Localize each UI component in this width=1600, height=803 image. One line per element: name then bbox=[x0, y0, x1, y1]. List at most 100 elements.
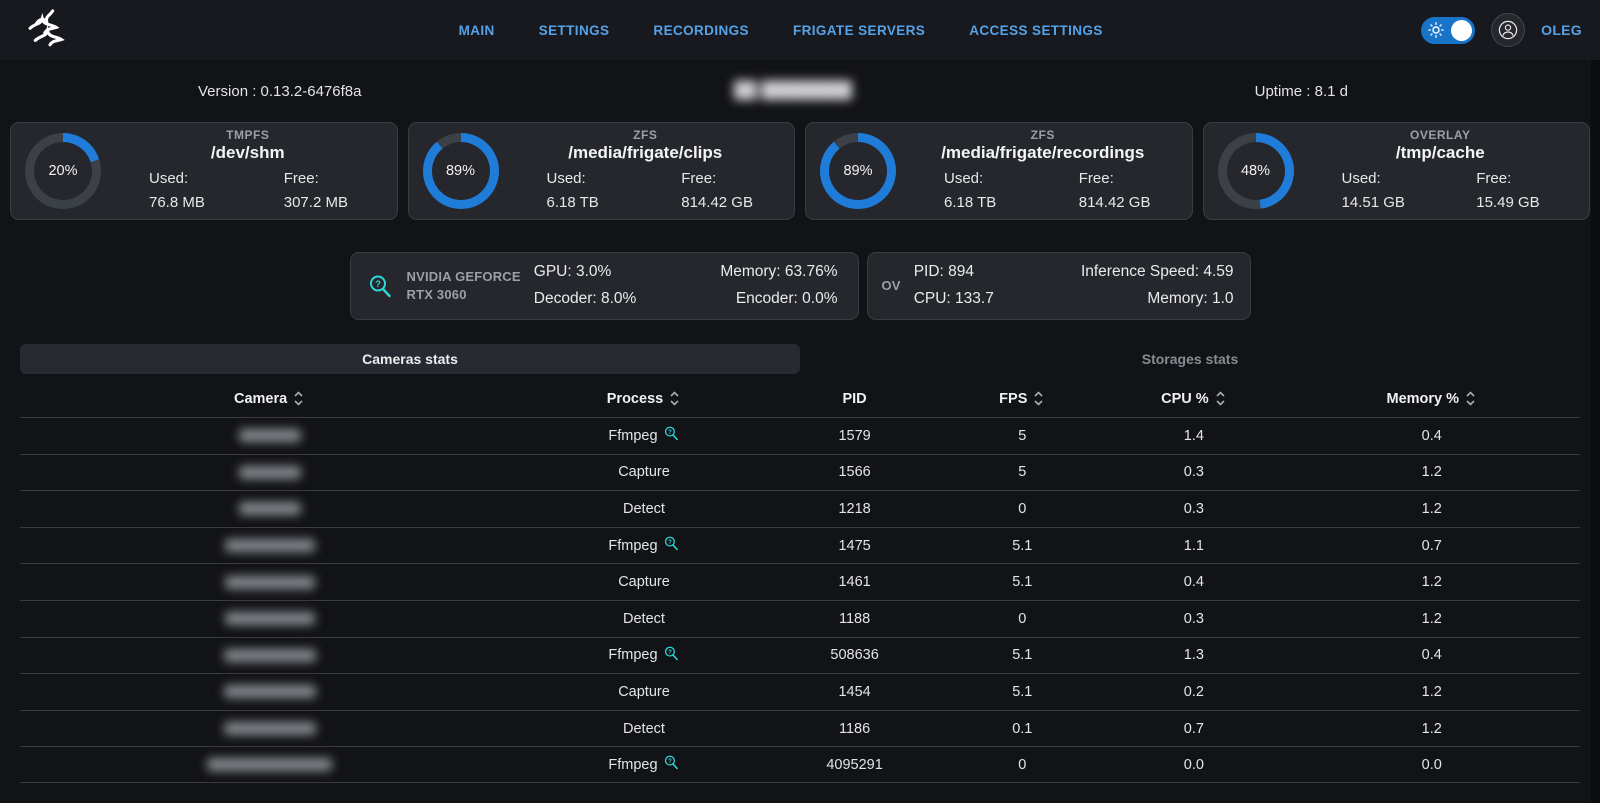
memory-cell: 1.2 bbox=[1421, 574, 1442, 591]
camera-name-redacted bbox=[238, 502, 301, 516]
camera-cell bbox=[20, 722, 519, 736]
storage-card-recordings: 89% ZFS /media/frigate/recordings Used: … bbox=[805, 122, 1193, 220]
table-row: Detect 1218 0 0.3 1.2 bbox=[20, 490, 1580, 527]
memory-cell: 1.2 bbox=[1421, 610, 1442, 627]
svg-text:?: ? bbox=[668, 759, 672, 765]
detector-stats-right: Inference Speed: 4.59 Memory: 1.0 bbox=[1080, 263, 1234, 307]
process-label: Detect bbox=[623, 610, 665, 627]
process-label: Detect bbox=[623, 720, 665, 737]
process-cell: Ffmpeg? bbox=[519, 645, 769, 666]
inspect-icon[interactable]: ? bbox=[367, 273, 394, 300]
pid-cell: 4095291 bbox=[826, 756, 883, 773]
tab-storages-stats[interactable]: Storages stats bbox=[1141, 351, 1239, 367]
process-cards-row: ? NVIDIA GEFORCE RTX 3060 GPU: 3.0% Deco… bbox=[0, 252, 1600, 320]
process-cell: Detect bbox=[519, 611, 769, 627]
user-avatar[interactable] bbox=[1491, 13, 1526, 47]
username-label[interactable]: OLEG bbox=[1541, 22, 1582, 38]
detector-name-label: OV bbox=[881, 277, 901, 293]
theme-toggle[interactable] bbox=[1421, 16, 1476, 44]
toggle-knob bbox=[1451, 19, 1473, 41]
inspect-icon[interactable]: ? bbox=[663, 645, 680, 662]
free-value: 15.49 GB bbox=[1476, 193, 1540, 211]
cpu-cell: 1.1 bbox=[1183, 537, 1204, 554]
free-value: 814.42 GB bbox=[1078, 193, 1151, 211]
nav-link-access-settings[interactable]: ACCESS SETTINGS bbox=[969, 22, 1103, 38]
process-label: Capture bbox=[618, 464, 670, 481]
fs-type-label: ZFS bbox=[633, 128, 658, 143]
fs-type-label: OVERLAY bbox=[1410, 128, 1471, 143]
table-row: Capture 1566 5 0.3 1.2 bbox=[20, 453, 1580, 491]
inspect-icon[interactable]: ? bbox=[663, 425, 680, 442]
cpu-cell: 0.3 bbox=[1183, 464, 1204, 481]
svg-text:?: ? bbox=[668, 650, 672, 656]
used-value: 6.18 TB bbox=[546, 193, 599, 211]
used-value: 76.8 MB bbox=[149, 193, 205, 211]
process-cell: Ffmpeg? bbox=[519, 754, 769, 775]
nav-links: MAIN SETTINGS RECORDINGS FRIGATE SERVERS… bbox=[459, 0, 1103, 60]
svg-text:?: ? bbox=[668, 430, 672, 436]
memory-cell: 1.2 bbox=[1421, 720, 1442, 737]
usage-percent-label: 89% bbox=[445, 163, 476, 179]
cpu-cell: 0.4 bbox=[1183, 574, 1204, 591]
column-header-pid: PID bbox=[842, 390, 867, 407]
gpu-stats-right: Memory: 63.76% Encoder: 0.0% bbox=[720, 263, 838, 307]
process-cell: Capture bbox=[519, 684, 769, 700]
storage-usage-donut: 20% bbox=[25, 133, 101, 209]
process-cell: Detect bbox=[519, 501, 769, 517]
fps-cell: 5.1 bbox=[1012, 537, 1033, 554]
inspect-icon[interactable]: ? bbox=[663, 535, 680, 552]
memory-cell: 0.7 bbox=[1421, 537, 1442, 554]
process-label: Ffmpeg bbox=[608, 756, 658, 773]
column-header-fps[interactable]: FPS bbox=[940, 391, 1104, 407]
table-row: Ffmpeg? 4095291 0 0.0 0.0 bbox=[20, 746, 1580, 783]
camera-name-redacted bbox=[238, 465, 301, 479]
memory-cell: 1.2 bbox=[1421, 683, 1442, 700]
mount-path-label: /dev/shm bbox=[210, 143, 285, 163]
nav-link-main[interactable]: MAIN bbox=[458, 22, 495, 38]
nav-link-frigate-servers[interactable]: FRIGATE SERVERS bbox=[792, 22, 926, 38]
pid-cell: 1454 bbox=[838, 683, 871, 700]
camera-cell bbox=[20, 539, 519, 553]
cpu-cell: 0.7 bbox=[1183, 720, 1204, 737]
gpu-stats-card: ? NVIDIA GEFORCE RTX 3060 GPU: 3.0% Deco… bbox=[349, 252, 859, 320]
storage-card-dev-shm: 20% TMPFS /dev/shm Used: Free: 76.8 MB 3… bbox=[10, 122, 398, 220]
storage-usage-donut: 89% bbox=[422, 133, 499, 209]
memory-cell: 1.2 bbox=[1421, 500, 1442, 517]
used-label: Used: bbox=[1341, 170, 1381, 188]
used-label: Used: bbox=[944, 170, 984, 188]
nav-link-settings[interactable]: SETTINGS bbox=[538, 22, 610, 38]
storage-card-tmp-cache: 48% OVERLAY /tmp/cache Used: Free: 14.51… bbox=[1202, 122, 1590, 220]
server-name-redacted: ██ ████████ bbox=[734, 82, 852, 99]
column-header-process[interactable]: Process bbox=[519, 391, 769, 407]
scrollbar[interactable] bbox=[1591, 60, 1600, 803]
used-label: Used: bbox=[149, 170, 189, 188]
process-label: Ffmpeg bbox=[608, 647, 658, 664]
camera-name-redacted bbox=[223, 685, 316, 699]
usage-percent-label: 20% bbox=[48, 163, 78, 179]
fps-cell: 5 bbox=[1018, 464, 1027, 481]
frigate-logo-icon bbox=[28, 9, 65, 47]
column-header-cpu[interactable]: CPU % bbox=[1104, 391, 1283, 407]
tab-cameras-stats[interactable]: Cameras stats bbox=[20, 344, 800, 374]
nav-link-recordings[interactable]: RECORDINGS bbox=[653, 22, 749, 38]
process-cell: Ffmpeg? bbox=[519, 535, 769, 556]
storage-card-clips: 89% ZFS /media/frigate/clips Used: Free:… bbox=[407, 122, 795, 220]
memory-cell: 0.4 bbox=[1421, 427, 1442, 444]
cpu-cell: 0.0 bbox=[1183, 756, 1204, 773]
free-value: 814.42 GB bbox=[681, 193, 753, 211]
table-header-row: Camera Process PID FPS CPU % Memory % bbox=[20, 380, 1580, 417]
stats-tabs: Cameras stats Storages stats bbox=[20, 344, 1580, 374]
used-label: Used: bbox=[546, 170, 586, 188]
table-row: Detect 1186 0.1 0.7 1.2 bbox=[20, 709, 1580, 747]
pid-cell: 1186 bbox=[838, 720, 871, 737]
sort-icon bbox=[1034, 391, 1043, 406]
column-header-memory[interactable]: Memory % bbox=[1284, 391, 1580, 407]
inspect-icon[interactable]: ? bbox=[663, 754, 680, 771]
fps-cell: 5.1 bbox=[1012, 574, 1033, 591]
cpu-cell: 1.4 bbox=[1183, 427, 1204, 444]
table-row: Capture 1454 5.1 0.2 1.2 bbox=[20, 673, 1580, 710]
cpu-cell: 0.3 bbox=[1183, 610, 1204, 627]
fps-cell: 0 bbox=[1018, 756, 1027, 773]
pid-cell: 1579 bbox=[838, 427, 871, 444]
column-header-camera[interactable]: Camera bbox=[20, 391, 519, 407]
